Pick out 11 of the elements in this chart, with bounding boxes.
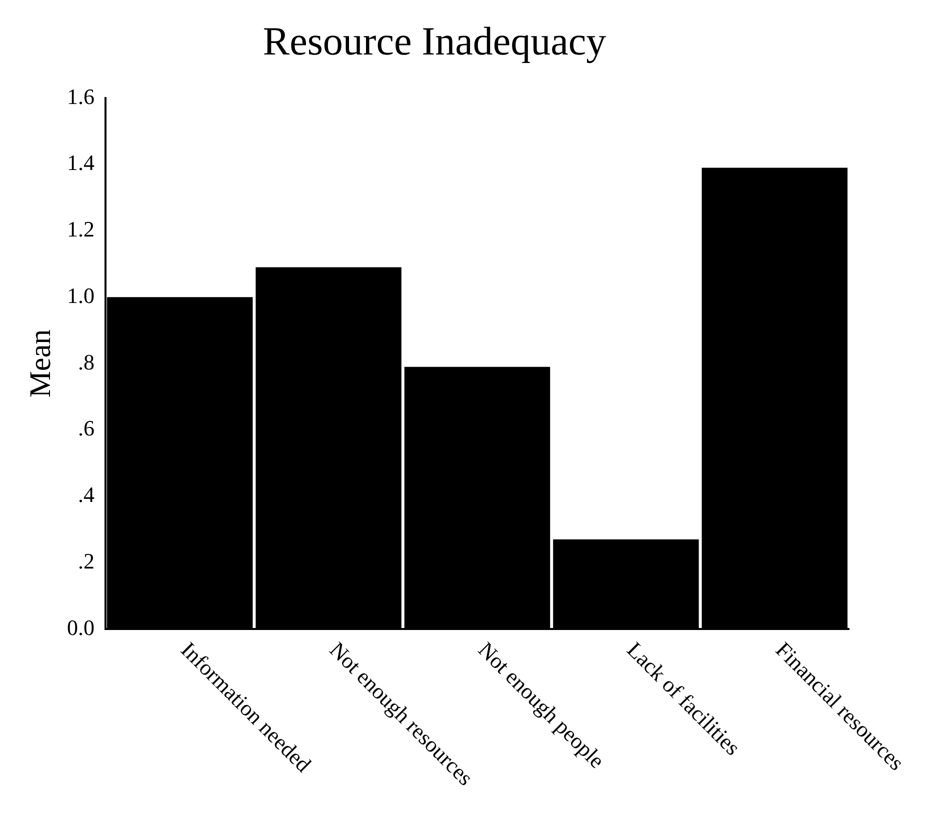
y-tick-label: .4 xyxy=(78,482,94,508)
y-tick-label: 1.6 xyxy=(67,84,94,109)
chart-title: Resource Inadequacy xyxy=(262,18,606,64)
y-tick-label: 0.0 xyxy=(67,614,94,640)
y-tick-label: 1.0 xyxy=(67,282,94,308)
y-axis-title: Mean xyxy=(24,329,57,398)
y-tick-label: .8 xyxy=(78,349,94,374)
y-tick-label: .6 xyxy=(78,416,94,441)
y-tick-label: 1.2 xyxy=(67,216,94,242)
y-tick-label: .2 xyxy=(78,548,94,574)
y-tick-label: 1.4 xyxy=(67,150,94,176)
